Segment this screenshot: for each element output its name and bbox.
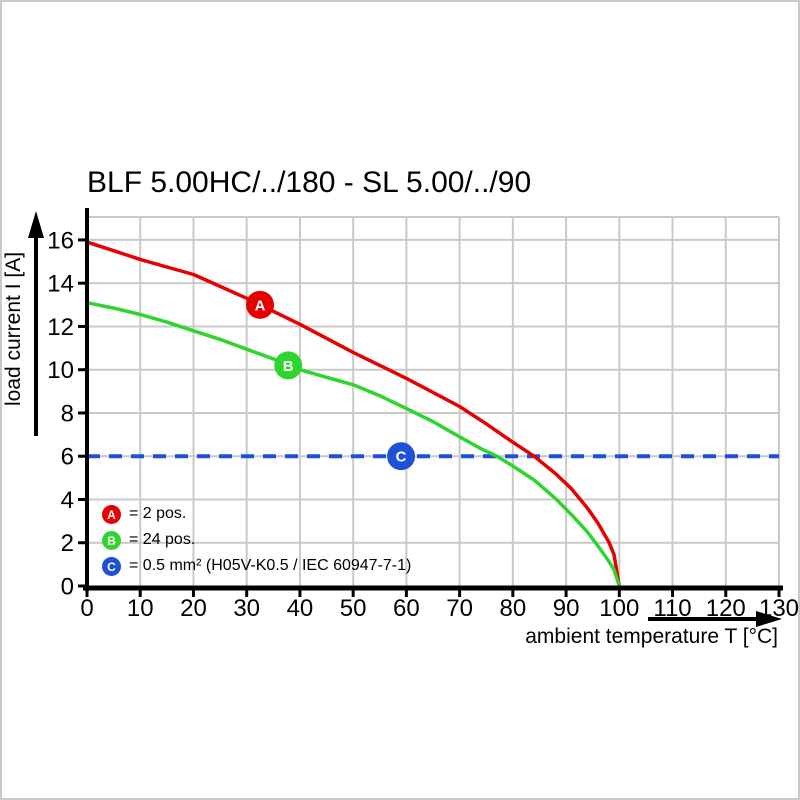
marker-a-letter: A (255, 297, 266, 314)
legend-label-a: = 2 pos. (129, 505, 187, 522)
marker-b-letter: B (283, 358, 294, 375)
curve-2pos (86, 240, 622, 587)
legend-marker-a-letter: A (107, 507, 116, 522)
y-tick-label: 14 (47, 271, 74, 298)
x-tick-label: 100 (599, 595, 639, 622)
y-tick-label: 4 (61, 487, 74, 514)
legend-marker-a-icon: A (102, 505, 121, 524)
chart-title: BLF 5.00HC/../180 - SL 5.00/../90 (87, 166, 531, 199)
legend-marker-b-icon: B (102, 531, 121, 550)
y-tick-label: 6 (61, 444, 74, 471)
marker-c-letter: C (396, 449, 407, 466)
x-tick-label: 60 (393, 595, 420, 622)
legend-marker-b-letter: B (107, 533, 116, 548)
marker-c-badge (387, 442, 416, 471)
x-tick-label: 0 (80, 595, 93, 622)
legend-item-c: C = 0.5 mm² (H05V-K0.5 / IEC 60947-7-1) (102, 557, 411, 576)
legend-item-a: A = 2 pos. (102, 505, 411, 524)
x-tick-label: 80 (499, 595, 526, 622)
curve-24pos (86, 300, 621, 587)
y-tick-label: 10 (47, 357, 74, 384)
marker-a-badge (246, 290, 274, 319)
y-axis-label: load current I [A] (2, 252, 25, 406)
x-axis-arrowhead-icon (756, 611, 782, 627)
x-tick-label: 30 (233, 595, 260, 622)
legend-marker-c-icon: C (102, 557, 121, 576)
legend: A = 2 pos. B = 24 pos. C = 0.5 mm² (H05V… (102, 505, 411, 583)
x-axis-label: ambient temperature T [°C] (525, 625, 778, 648)
y-tick-label: 12 (47, 314, 74, 341)
legend-label-b: = 24 pos. (129, 531, 196, 548)
x-tick-label: 70 (446, 595, 473, 622)
legend-item-b: B = 24 pos. (102, 531, 411, 550)
y-axis-arrowhead-icon (28, 211, 44, 238)
y-tick-label: 2 (61, 530, 74, 557)
x-tick-label: 90 (553, 595, 580, 622)
x-tick-label: 20 (180, 595, 207, 622)
y-tick-label: 0 (61, 574, 74, 601)
legend-marker-c-letter: C (107, 559, 116, 574)
y-tick-label: 8 (61, 400, 74, 427)
x-tick-label: 40 (287, 595, 314, 622)
legend-label-c: = 0.5 mm² (H05V-K0.5 / IEC 60947-7-1) (129, 557, 412, 574)
x-tick-label: 10 (127, 595, 154, 622)
x-tick-label: 50 (340, 595, 367, 622)
y-tick-label: 16 (47, 227, 74, 254)
marker-b-badge (274, 351, 303, 380)
